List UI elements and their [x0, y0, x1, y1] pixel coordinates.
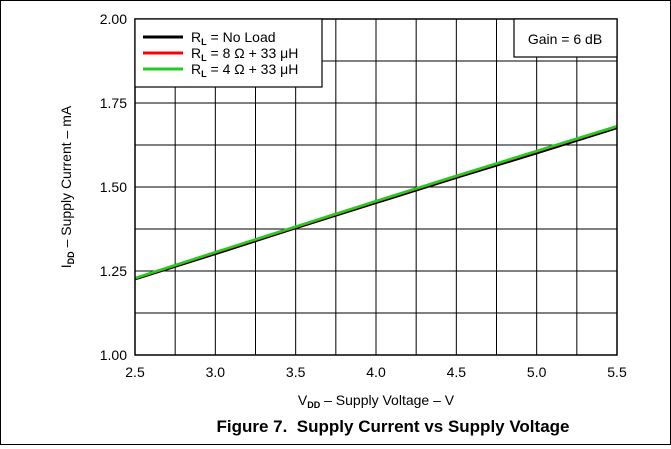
x-tick-label: 3.0 — [206, 364, 226, 380]
y-tick-label: 2.00 — [100, 11, 127, 27]
x-tick-label: 4.5 — [447, 364, 467, 380]
figure-title: Figure 7. Supply Current vs Supply Volta… — [217, 417, 570, 436]
gain-annotation: Gain = 6 dB — [513, 18, 618, 58]
x-tick-label: 3.5 — [286, 364, 306, 380]
x-tick-label: 4.0 — [366, 364, 386, 380]
x-axis-label: VDD – Supply Voltage – V — [298, 392, 455, 410]
x-tick-label: 5.5 — [607, 364, 627, 380]
y-tick-label: 1.25 — [100, 263, 127, 279]
x-tick-labels: 2.5 3.0 3.5 4.0 4.5 5.0 5.5 — [125, 364, 627, 380]
gain-annotation-text: Gain = 6 dB — [528, 31, 602, 47]
y-tick-label: 1.75 — [100, 95, 127, 111]
y-axis-label: IDD – Supply Current – mA — [58, 105, 76, 268]
y-tick-labels: 1.00 1.25 1.50 1.75 2.00 — [100, 11, 127, 363]
plot-border — [134, 18, 618, 356]
legend-label: RL = 4 Ω + 33 μH — [191, 61, 298, 79]
x-tick-label: 2.5 — [125, 364, 145, 380]
legend-label: RL = 8 Ω + 33 μH — [191, 45, 298, 63]
series-line — [134, 124, 618, 280]
series-line — [134, 127, 618, 281]
series-layer — [134, 124, 618, 281]
gain-annotation-box — [513, 18, 618, 58]
x-tick-label: 5.0 — [527, 364, 547, 380]
y-tick-label: 1.50 — [100, 179, 127, 195]
legend-label: RL = No Load — [191, 29, 276, 47]
y-tick-label: 1.00 — [100, 347, 127, 363]
